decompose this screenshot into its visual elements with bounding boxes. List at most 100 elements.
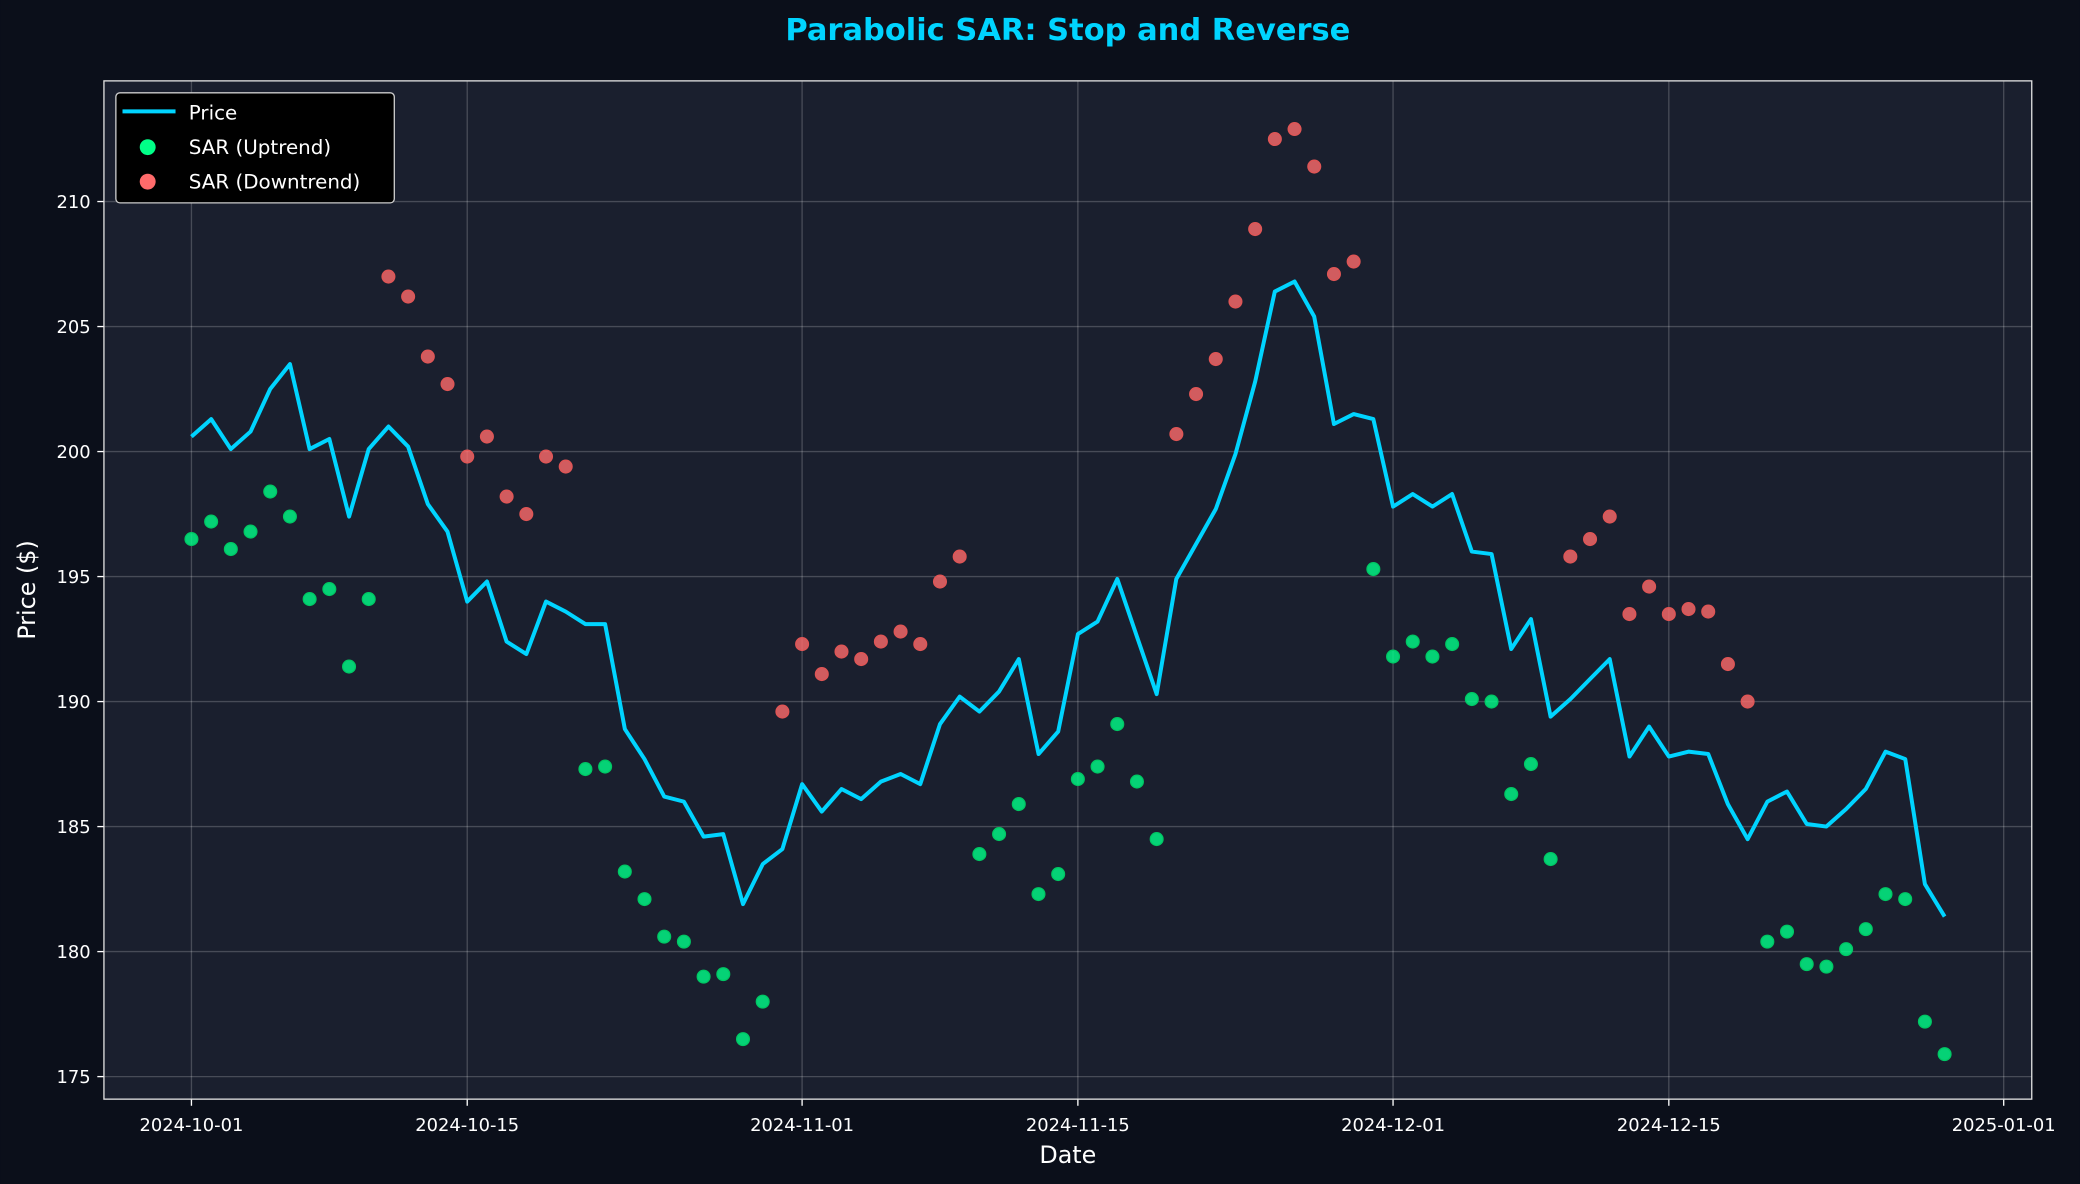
sar-downtrend-point — [538, 449, 554, 464]
sar-downtrend-point — [1602, 509, 1617, 524]
sar-downtrend-point — [873, 634, 888, 649]
sar-uptrend-point — [1445, 637, 1460, 652]
sar-uptrend-point — [1110, 717, 1125, 732]
sar-uptrend-point — [1799, 957, 1814, 972]
sar-uptrend-point — [1090, 759, 1105, 774]
sar-uptrend-point — [696, 969, 711, 984]
sar-uptrend-point — [1839, 942, 1854, 957]
sar-uptrend-point — [676, 934, 691, 949]
sar-downtrend-point — [440, 377, 455, 392]
sar-downtrend-point — [1642, 579, 1657, 594]
y-axis-label: Price ($) — [13, 540, 41, 640]
sar-downtrend-point — [893, 624, 908, 639]
sar-downtrend-point — [1326, 267, 1341, 282]
y-tick-label: 210 — [57, 192, 91, 213]
sar-uptrend-point — [972, 847, 987, 862]
sar-downtrend-point — [381, 269, 396, 284]
y-tick-label: 195 — [57, 567, 91, 588]
sar-downtrend-point — [1563, 549, 1578, 564]
y-tick-label: 180 — [57, 942, 91, 963]
grid — [103, 80, 2032, 1100]
sar-downtrend-point — [558, 459, 573, 474]
sar-downtrend-point — [1622, 607, 1637, 622]
x-tick-label: 2025-01-01 — [1952, 1115, 2056, 1136]
sar-uptrend-point — [263, 484, 278, 499]
sar-downtrend-point — [913, 637, 928, 652]
sar-downtrend-point — [1681, 602, 1696, 617]
sar-downtrend-point — [834, 644, 849, 659]
sar-downtrend-point — [1189, 387, 1204, 402]
sar-downtrend-point — [519, 507, 534, 522]
sar-uptrend-point — [342, 659, 357, 674]
plot-frame — [103, 80, 2033, 1100]
sar-uptrend-point — [361, 592, 376, 607]
sar-downtrend-point — [479, 429, 494, 444]
sar-uptrend-point — [637, 892, 652, 907]
sar-downtrend-point — [1720, 657, 1735, 672]
sar-downtrend-point — [854, 652, 869, 667]
sar-uptrend-point — [1937, 1047, 1952, 1062]
sar-uptrend-point — [1149, 832, 1164, 847]
sar-downtrend-point — [814, 667, 829, 682]
sar-uptrend-point — [302, 592, 317, 607]
x-tick-label: 2024-12-15 — [1617, 1115, 1721, 1136]
sar-uptrend-point — [598, 759, 613, 774]
sar-uptrend-point — [223, 542, 238, 557]
legend-uptrend-label: SAR (Uptrend) — [189, 136, 331, 159]
sar-uptrend-point — [1779, 924, 1795, 939]
price-line — [190, 279, 1947, 918]
legend-uptrend-swatch — [139, 139, 156, 156]
sar-downtrend-point — [401, 289, 416, 304]
sar-downtrend-point — [1661, 607, 1676, 622]
sar-downtrend-point — [1287, 122, 1302, 137]
sar-downtrend-point — [1701, 604, 1716, 619]
sar-downtrend-point — [1307, 159, 1322, 174]
y-tick-label: 185 — [57, 817, 91, 838]
sar-uptrend-point — [1425, 649, 1440, 664]
sar-uptrend-point — [1464, 692, 1479, 707]
sar-downtrend-point — [952, 549, 967, 564]
legend-downtrend-swatch — [139, 173, 156, 190]
sar-uptrend-point — [282, 509, 297, 524]
sar-uptrend-point — [1858, 922, 1873, 937]
sar-uptrend-point — [1405, 634, 1420, 649]
sar-uptrend-point — [1031, 887, 1046, 902]
sar-uptrend-point — [716, 967, 731, 982]
y-tick-label: 175 — [57, 1067, 91, 1088]
sar-uptrend-point — [1070, 772, 1085, 787]
legend: Price SAR (Uptrend) SAR (Downtrend) — [115, 92, 395, 204]
sar-uptrend-point — [1543, 852, 1558, 867]
chart-title: Parabolic SAR: Stop and Reverse — [785, 13, 1350, 48]
sar-uptrend-point — [1011, 797, 1026, 812]
sar-uptrend-point — [617, 864, 632, 879]
x-axis-label: Date — [1039, 1141, 1096, 1169]
plot-area — [103, 80, 2032, 1100]
sar-downtrend-point — [499, 489, 514, 504]
sar-uptrend-point — [184, 532, 199, 547]
x-tick-label: 2024-10-15 — [415, 1115, 519, 1136]
sar-downtrend-point — [775, 704, 790, 719]
sar-downtrend-point — [1208, 352, 1223, 367]
y-tick-label: 200 — [57, 442, 91, 463]
legend-price-label: Price — [189, 101, 237, 124]
legend-box — [115, 92, 395, 204]
sar-downtrend-point — [1169, 427, 1184, 442]
sar-uptrend-point — [1898, 892, 1913, 907]
sar-uptrend-point — [1760, 934, 1775, 949]
sar-uptrend-point — [1917, 1014, 1932, 1029]
legend-downtrend-label: SAR (Downtrend) — [189, 170, 361, 193]
x-tick-label: 2024-10-01 — [139, 1115, 243, 1136]
sar-uptrend-point — [735, 1032, 751, 1047]
sar-uptrend-point — [1366, 562, 1381, 577]
x-tick-label: 2024-12-01 — [1341, 1115, 1445, 1136]
sar-uptrend-point — [243, 524, 258, 539]
sar-uptrend-point — [322, 582, 337, 597]
sar-downtrend-point — [1248, 222, 1263, 237]
x-tick-label: 2024-11-01 — [750, 1115, 854, 1136]
sar-uptrend-point — [1386, 649, 1401, 664]
y-tick-label: 205 — [57, 317, 91, 338]
sar-downtrend-point — [1346, 254, 1361, 269]
x-tick-label: 2024-11-15 — [1026, 1115, 1130, 1136]
sar-uptrend-point — [992, 827, 1007, 842]
